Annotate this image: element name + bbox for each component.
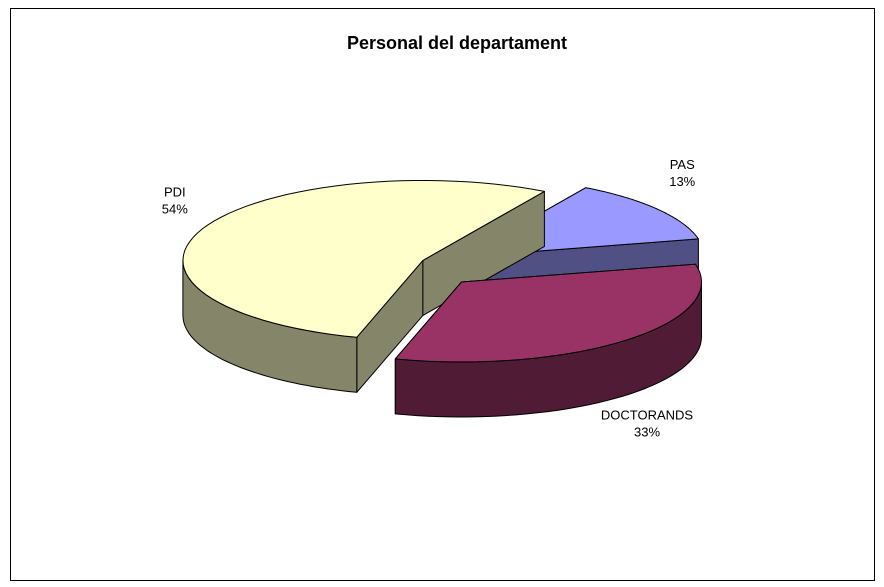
slice-value-label: 54% xyxy=(162,202,188,217)
slice-label: PAS xyxy=(670,157,695,172)
slice-value-label: 13% xyxy=(669,174,695,189)
slice xyxy=(394,263,702,363)
slice xyxy=(394,263,702,418)
slice-label: PDI xyxy=(164,185,186,200)
slice xyxy=(182,180,545,393)
chart-title: Personal del departament xyxy=(347,33,567,53)
slice xyxy=(182,180,545,338)
slice-value-label: 33% xyxy=(634,425,660,440)
slice-label: DOCTORANDS xyxy=(601,408,694,423)
